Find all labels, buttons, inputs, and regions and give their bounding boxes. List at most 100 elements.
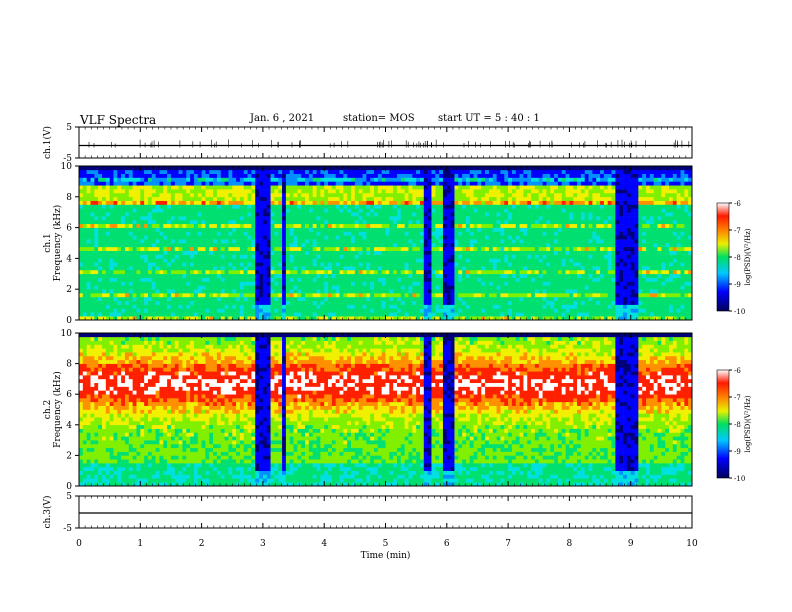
spectrogram-cell	[159, 304, 164, 309]
spectrogram-cell	[538, 281, 543, 286]
spectrogram-cell	[297, 243, 302, 248]
spectrogram-cell	[370, 266, 375, 271]
spectrogram-cell	[538, 216, 543, 221]
spectrogram-cell	[492, 166, 497, 171]
spectrogram-cell	[354, 246, 359, 251]
spectrogram-cell	[316, 289, 321, 294]
spectrogram-cell	[400, 223, 405, 228]
spectrogram-cell	[167, 208, 172, 213]
spectrogram-cell	[492, 266, 497, 271]
spectrogram-cell	[523, 166, 528, 171]
spectrogram-cell	[213, 293, 218, 298]
spectrogram-cell	[282, 200, 287, 205]
spectrogram-cell	[316, 208, 321, 213]
spectrogram-cell	[136, 246, 141, 251]
spectrogram-cell	[94, 227, 99, 232]
spectrogram-cell	[347, 181, 352, 186]
spectrogram-cell	[362, 166, 367, 171]
spectrogram-cell	[262, 296, 268, 302]
spectrogram-cell	[435, 227, 440, 232]
spectrogram-cell	[366, 243, 371, 248]
spectrogram-cell	[542, 208, 547, 213]
spectrogram-cell	[554, 196, 559, 201]
spectrogram-cell	[462, 254, 467, 259]
spectrogram-cell	[328, 208, 333, 213]
spectrogram-cell	[293, 231, 298, 236]
spectrogram-cell	[519, 277, 524, 282]
spectrogram-cell	[389, 173, 394, 178]
spectrogram-cell	[285, 296, 291, 302]
spectrogram-cell	[343, 277, 348, 282]
spectrogram-cell	[262, 169, 268, 174]
spectrogram-cell	[419, 281, 425, 286]
spectrogram-cell	[301, 262, 306, 267]
spectrogram-cell	[236, 289, 241, 294]
spectrogram-cell	[282, 312, 287, 317]
spectrogram-cell	[546, 273, 551, 278]
spectrogram-cell	[94, 208, 99, 213]
spectrogram-cell	[496, 296, 501, 302]
spectrogram-cell	[236, 262, 241, 267]
spectrogram-cell	[427, 250, 432, 255]
spectrogram-cell	[462, 277, 467, 282]
spectrogram-cell	[454, 173, 459, 178]
spectrogram-cell	[554, 235, 559, 240]
spectrogram-cell	[121, 262, 126, 267]
spectrogram-cell	[213, 281, 218, 286]
spectrogram-cell	[331, 181, 336, 186]
spectrogram-cell	[197, 173, 202, 178]
spectrogram-cell	[239, 293, 245, 298]
spectrogram-cell	[305, 308, 310, 313]
spectrogram-cell	[232, 281, 237, 286]
spectrogram-cell	[197, 246, 202, 251]
spectrogram-cell	[427, 281, 432, 286]
spectrogram-cell	[389, 192, 394, 198]
spectrogram-cell	[416, 208, 421, 213]
spectrogram-cell	[144, 262, 149, 267]
spectrogram-cell	[534, 304, 540, 309]
spectrogram-cell	[370, 273, 375, 278]
spectrogram-cell	[140, 196, 145, 201]
spectrogram-cell	[98, 296, 103, 302]
spectrogram-cell	[232, 219, 237, 225]
spectrogram-cell	[550, 316, 555, 321]
spectrogram-cell	[469, 285, 474, 290]
spectrogram-cell	[220, 227, 225, 232]
spectrogram-cell	[305, 277, 310, 282]
spectrogram-cell	[197, 281, 202, 286]
spectrogram-cell	[190, 304, 195, 309]
spectrogram-cell	[178, 269, 183, 275]
spectrogram-cell	[343, 243, 348, 248]
spectrogram-cell	[140, 235, 145, 240]
spectrogram-cell	[121, 200, 126, 205]
spectrogram-cell	[109, 208, 114, 213]
spectrogram-cell	[193, 300, 199, 305]
spectrogram-cell	[511, 223, 517, 228]
spectrogram-cell	[381, 254, 386, 259]
spectrogram-cell	[163, 281, 168, 286]
spectrogram-cell	[469, 204, 474, 209]
spectrogram-cell	[458, 293, 463, 298]
spectrogram-cell	[485, 254, 490, 259]
spectrogram-cell	[481, 181, 486, 186]
spectrogram-cell	[170, 254, 176, 259]
spectrogram-cell	[462, 312, 467, 317]
spectrogram-cell	[473, 266, 478, 271]
spectrogram-cell	[144, 277, 149, 282]
spectrogram-cell	[121, 192, 126, 198]
spectrogram-cell	[496, 250, 501, 255]
spectrogram-cell	[312, 219, 317, 225]
spectrogram-cell	[370, 269, 375, 275]
spectrogram-cell	[82, 204, 87, 209]
spectrogram-cell	[527, 208, 532, 213]
spectrogram-cell	[492, 277, 497, 282]
spectrogram-cell	[435, 293, 440, 298]
spectrogram-cell	[270, 223, 275, 228]
spectrogram-cell	[220, 243, 225, 248]
spectrogram-cell	[492, 219, 497, 225]
spectrogram-cell	[128, 200, 133, 205]
spectrogram-cell	[247, 246, 252, 251]
spectrogram-cell	[167, 246, 172, 251]
spectrogram-cell	[209, 304, 214, 309]
spectrogram-cell	[236, 185, 241, 190]
